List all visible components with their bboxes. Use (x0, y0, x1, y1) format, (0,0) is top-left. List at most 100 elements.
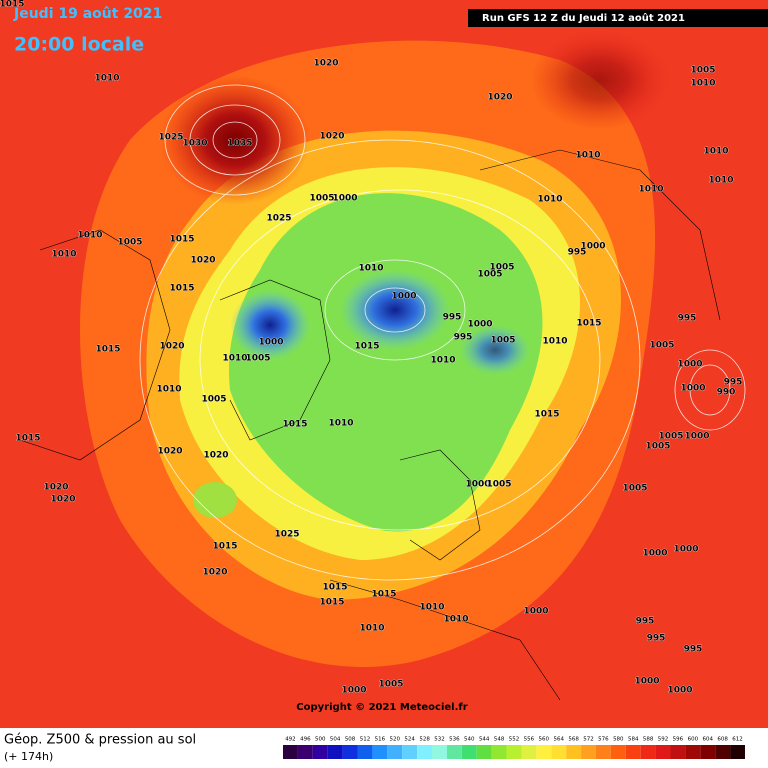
isobar-label: 1010 (77, 231, 102, 241)
isobar-label: 1000 (677, 360, 702, 370)
color-swatch (432, 745, 447, 759)
high (530, 30, 670, 130)
isobar-label: 1035 (227, 139, 252, 149)
isobar-label: 1000 (634, 677, 659, 687)
isobar-label: 1015 (322, 583, 347, 593)
isobar-label: 1020 (203, 451, 228, 461)
isobar-label: 1005 (489, 263, 514, 273)
isobar-label: 1005 (658, 432, 683, 442)
isobar-label: 1010 (443, 615, 468, 625)
color-swatch (685, 745, 701, 759)
isobar-label: 1015 (534, 410, 559, 420)
colorbar-label: 520 (390, 737, 401, 743)
isobar-label: 1010 (328, 419, 353, 429)
isobar-label: 1030 (182, 139, 207, 149)
isobar-label: 1015 (169, 235, 194, 245)
isobar-label: 1025 (266, 214, 291, 224)
color-swatch (461, 745, 477, 759)
isobar-label: 1005 (245, 354, 270, 364)
colorbar-label: 600 (688, 737, 699, 743)
color-swatch (655, 745, 671, 759)
colorbar-label: 512 (360, 737, 371, 743)
isobar-label: 1015 (0, 0, 25, 10)
isobar-label: 1005 (649, 341, 674, 351)
isobar-label: 1020 (202, 568, 227, 578)
colorbar-label: 568 (568, 737, 579, 743)
isobar-label: 1005 (309, 194, 334, 204)
color-swatch (506, 745, 522, 759)
isobar-label: 1010 (430, 356, 455, 366)
isobar-label: 1020 (159, 342, 184, 352)
isobar-label: 995 (443, 313, 462, 323)
isobar-label: 1015 (169, 284, 194, 294)
color-swatch (610, 745, 626, 759)
isobar-label: 1015 (371, 590, 396, 600)
isobar-label: 1010 (542, 337, 567, 347)
colorbar-label: 536 (449, 737, 460, 743)
color-swatch (372, 745, 388, 759)
isobar-label: 1000 (680, 384, 705, 394)
isobar-label: 1015 (15, 434, 40, 444)
isobar-label: 1015 (576, 319, 601, 329)
isobar-label: 1020 (157, 447, 182, 457)
colorbar-label: 508 (345, 737, 356, 743)
color-swatch (670, 745, 686, 759)
isobar-label: 1025 (158, 133, 183, 143)
isobar-label: 1005 (645, 442, 670, 452)
colorbar-label: 612 (732, 737, 743, 743)
low (340, 270, 450, 350)
isobar-label: 1010 (358, 264, 383, 274)
colorbar-label: 532 (434, 737, 445, 743)
isobar-label: 1015 (354, 342, 379, 352)
isobar-label: 995 (647, 634, 666, 644)
colorbar-label: 572 (583, 737, 594, 743)
isobar-label: 1025 (274, 530, 299, 540)
isobar-label: 1015 (95, 345, 120, 355)
colorbar-label: 548 (494, 737, 505, 743)
colorbar-label: 500 (315, 737, 326, 743)
isobar-label: 1010 (156, 385, 181, 395)
colorbar-label: 496 (300, 737, 311, 743)
isobar-label: 1000 (673, 545, 698, 555)
isobar-label: 1005 (117, 238, 142, 248)
colorbar-label: 552 (509, 737, 520, 743)
isobar-label: 995 (636, 617, 655, 627)
isobar-label: 1000 (523, 607, 548, 617)
isobar-label: 1005 (477, 270, 502, 280)
color-swatch (640, 745, 656, 759)
isobar-label: 1010 (51, 250, 76, 260)
isobar-label: 1020 (487, 93, 512, 103)
isobar-label: 1020 (319, 132, 344, 142)
colorbar-label: 556 (524, 737, 535, 743)
colorbar-label: 540 (464, 737, 475, 743)
isobar-label: 1010 (703, 147, 728, 157)
isobar-label: 1005 (622, 484, 647, 494)
color-swatch (402, 745, 418, 759)
footer-lead: (+ 174h) (4, 750, 53, 763)
isobar-label: 1015 (319, 598, 344, 608)
colorbar-label: 564 (553, 737, 564, 743)
band (229, 193, 543, 532)
color-swatch (491, 745, 507, 759)
footer-title: Géop. Z500 & pression au sol (4, 733, 196, 748)
color-swatch (297, 745, 313, 759)
isobar-label: 1010 (419, 603, 444, 613)
isobar-label: 1000 (258, 338, 283, 348)
colorbar-label: 608 (717, 737, 728, 743)
colorbar-label: 528 (419, 737, 430, 743)
colorbar-label: 544 (479, 737, 490, 743)
isobar-label: 1010 (537, 195, 562, 205)
color-swatch (715, 745, 731, 759)
isobar-label: 1000 (667, 686, 692, 696)
color-swatch (327, 745, 343, 759)
color-swatch (625, 745, 641, 759)
isobar-label: 1010 (222, 354, 247, 364)
isobar-label: 1000 (332, 194, 357, 204)
color-swatch (581, 745, 596, 759)
isobar-label: 1000 (341, 686, 366, 696)
isobar-label: 1005 (486, 480, 511, 490)
isobar-label: 1010 (638, 185, 663, 195)
isobar-label: 1015 (212, 542, 237, 552)
